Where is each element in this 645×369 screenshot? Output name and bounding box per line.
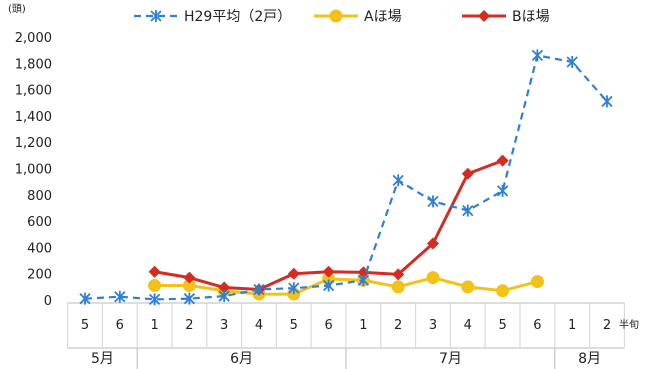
legend-label: H29平均（2戸） <box>184 9 291 25</box>
x-tick-label: 6 <box>116 318 124 333</box>
data-point <box>329 9 343 23</box>
x-tick-label: 3 <box>429 318 437 333</box>
data-point <box>148 265 161 278</box>
x-tick-label: 5 <box>290 318 298 333</box>
data-point <box>478 10 490 22</box>
legend: H29平均（2戸） Aほ場 Bほ場 <box>134 9 550 25</box>
data-point <box>357 274 370 287</box>
series-line <box>84 54 608 301</box>
data-point <box>461 280 475 294</box>
x-tick-label: 4 <box>464 318 472 333</box>
data-point <box>183 292 196 305</box>
legend-item: H29平均（2戸） <box>134 9 291 25</box>
legend-label: Aほ場 <box>364 9 402 25</box>
data-point <box>496 154 509 167</box>
y-tick-label: 1,800 <box>15 57 52 72</box>
x-axis-table: 5月 6月 7月 8月 5 6 1 2 3 4 5 6 1 2 3 4 5 6 1 2 <box>67 302 625 369</box>
data-point <box>287 267 300 280</box>
data-point <box>218 281 231 294</box>
x-tick-label: 2 <box>394 318 402 333</box>
legend-item: Bほ場 <box>462 9 550 25</box>
y-tick-label: 600 <box>27 215 52 230</box>
y-unit-label: (頭) <box>8 3 26 15</box>
data-point <box>322 265 335 278</box>
x-tick-label: 4 <box>255 318 263 333</box>
data-point <box>288 282 300 295</box>
y-tick-label: 1,400 <box>15 110 52 125</box>
y-tick-label: 200 <box>27 268 52 283</box>
x-unit-label: 半旬 <box>619 318 639 331</box>
data-point <box>150 10 162 22</box>
data-point <box>392 174 404 187</box>
y-tick-label: 800 <box>27 189 52 204</box>
y-tick-label: 2,000 <box>15 31 52 46</box>
data-point <box>461 167 474 180</box>
data-point <box>601 95 613 108</box>
data-point <box>148 293 161 306</box>
series-line <box>154 276 538 296</box>
data-point <box>462 204 474 217</box>
x-tick-label: 5 <box>498 318 506 333</box>
y-tick-label: 400 <box>27 241 52 256</box>
data-point <box>148 279 162 293</box>
data-point <box>427 195 439 208</box>
y-tick-label: 1,000 <box>15 163 52 178</box>
x-tick-label: 5 <box>81 318 89 333</box>
series-1 <box>79 49 613 306</box>
data-point <box>114 290 126 303</box>
series-layer <box>79 49 613 306</box>
legend-label: Bほ場 <box>512 9 550 25</box>
y-tick-label: 0 <box>44 294 52 309</box>
month-label: 6月 <box>230 351 253 367</box>
x-tick-label: 2 <box>603 318 611 333</box>
x-tick-label: 3 <box>220 318 228 333</box>
data-point <box>218 290 230 303</box>
data-point <box>392 268 405 281</box>
y-tick-label: 1,200 <box>15 136 52 151</box>
data-point <box>183 271 196 284</box>
x-tick-label: 1 <box>359 318 367 333</box>
month-label: 5月 <box>91 351 114 367</box>
data-point <box>496 184 509 197</box>
data-point <box>79 292 91 305</box>
y-tick-label: 1,600 <box>15 84 52 99</box>
legend-item: Aほ場 <box>314 9 402 25</box>
y-axis: 0 200 400 600 800 1,000 1,200 1,400 1,600 1,800 2,… <box>15 31 52 309</box>
x-tick-label: 6 <box>533 318 541 333</box>
data-point <box>426 271 440 285</box>
data-point <box>427 237 439 250</box>
month-label: 8月 <box>578 351 601 367</box>
data-point <box>496 284 510 298</box>
x-tick-label: 1 <box>150 318 158 333</box>
x-tick-label: 2 <box>185 318 193 333</box>
data-point <box>391 280 405 294</box>
data-point <box>322 279 335 292</box>
x-tick-label: 6 <box>324 318 332 333</box>
series-3 <box>148 154 509 296</box>
data-point <box>531 49 544 62</box>
x-tick-label: 1 <box>568 318 576 333</box>
series-2 <box>148 271 544 301</box>
data-point <box>530 275 544 289</box>
data-point <box>253 283 265 296</box>
month-label: 7月 <box>439 351 462 367</box>
data-point <box>566 55 578 68</box>
